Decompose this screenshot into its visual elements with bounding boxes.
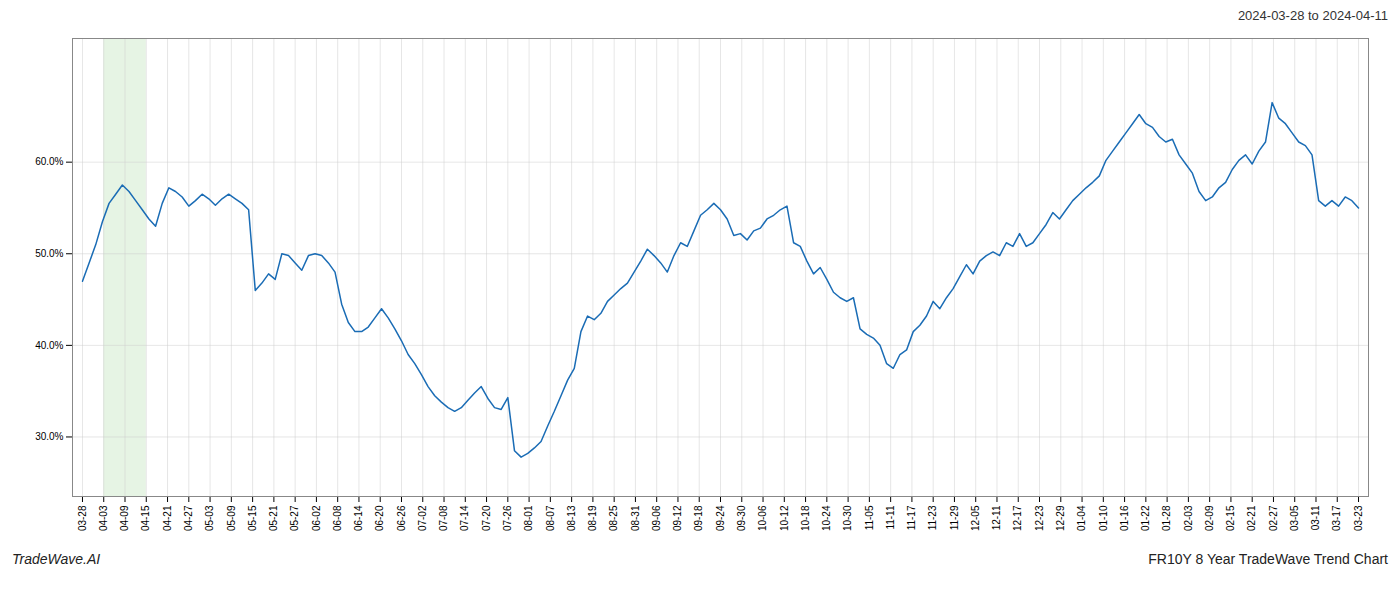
svg-text:04-09: 04-09 [119, 505, 130, 531]
svg-text:03-17: 03-17 [1331, 505, 1342, 531]
svg-text:04-21: 04-21 [162, 505, 173, 531]
svg-text:12-05: 12-05 [970, 505, 981, 531]
svg-text:60.0%: 60.0% [35, 156, 63, 167]
svg-text:08-13: 08-13 [566, 505, 577, 531]
svg-text:12-23: 12-23 [1034, 505, 1045, 531]
svg-text:11-11: 11-11 [885, 505, 896, 530]
svg-text:07-02: 07-02 [417, 505, 428, 531]
svg-text:08-01: 08-01 [523, 505, 534, 531]
svg-text:10-06: 10-06 [757, 505, 768, 531]
svg-text:06-08: 06-08 [332, 505, 343, 531]
svg-text:04-03: 04-03 [98, 505, 109, 531]
svg-text:01-16: 01-16 [1119, 505, 1130, 531]
svg-text:05-03: 05-03 [204, 505, 215, 531]
svg-text:10-18: 10-18 [800, 505, 811, 531]
svg-text:08-19: 08-19 [587, 505, 598, 531]
svg-text:07-14: 07-14 [459, 505, 470, 531]
svg-text:12-11: 12-11 [991, 505, 1002, 530]
svg-text:11-29: 11-29 [949, 505, 960, 530]
svg-text:03-28: 03-28 [77, 505, 88, 531]
svg-text:10-24: 10-24 [821, 505, 832, 531]
svg-text:05-15: 05-15 [247, 505, 258, 531]
svg-text:02-21: 02-21 [1246, 505, 1257, 531]
svg-text:09-18: 09-18 [693, 505, 704, 531]
svg-text:11-17: 11-17 [906, 505, 917, 530]
svg-text:03-05: 03-05 [1289, 505, 1300, 531]
svg-text:11-23: 11-23 [927, 505, 938, 530]
svg-text:04-15: 04-15 [140, 505, 151, 531]
svg-text:12-29: 12-29 [1055, 505, 1066, 531]
svg-text:01-10: 01-10 [1098, 505, 1109, 531]
svg-text:09-12: 09-12 [672, 505, 683, 531]
svg-text:02-15: 02-15 [1225, 505, 1236, 531]
svg-text:09-06: 09-06 [651, 505, 662, 531]
svg-text:05-09: 05-09 [226, 505, 237, 531]
svg-text:09-24: 09-24 [715, 505, 726, 531]
svg-text:08-07: 08-07 [545, 505, 556, 531]
svg-text:04-27: 04-27 [183, 505, 194, 531]
svg-text:12-17: 12-17 [1012, 505, 1023, 531]
svg-text:08-31: 08-31 [630, 505, 641, 531]
html-text:2024-03-28 to 2024-04-11: 2024-03-28 to 2024-04-11 [1237, 8, 1388, 23]
svg-text:07-08: 07-08 [438, 505, 449, 531]
svg-text:08-25: 08-25 [608, 505, 619, 531]
svg-text:10-30: 10-30 [842, 505, 853, 531]
svg-text:05-27: 05-27 [289, 505, 300, 531]
svg-text:05-21: 05-21 [268, 505, 279, 531]
svg-text:06-26: 06-26 [396, 505, 407, 531]
svg-text:02-03: 02-03 [1183, 505, 1194, 531]
svg-text:06-14: 06-14 [353, 505, 364, 531]
svg-text:07-20: 07-20 [481, 505, 492, 531]
svg-text:09-30: 09-30 [736, 505, 747, 531]
html-text:TradeWave.AI: TradeWave.AI [12, 551, 101, 567]
svg-text:03-23: 03-23 [1353, 505, 1364, 531]
svg-text:01-04: 01-04 [1076, 505, 1087, 531]
svg-text:06-20: 06-20 [374, 505, 385, 531]
svg-text:50.0%: 50.0% [35, 248, 63, 259]
svg-text:06-02: 06-02 [311, 505, 322, 531]
svg-text:11-05: 11-05 [864, 505, 875, 530]
svg-text:03-11: 03-11 [1310, 505, 1321, 530]
svg-text:01-22: 01-22 [1140, 505, 1151, 531]
svg-text:40.0%: 40.0% [35, 340, 63, 351]
svg-text:01-28: 01-28 [1161, 505, 1172, 531]
html-text:FR10Y 8 Year TradeWave Trend C: FR10Y 8 Year TradeWave Trend Chart [1148, 551, 1388, 567]
svg-text:02-27: 02-27 [1268, 505, 1279, 531]
svg-text:10-12: 10-12 [779, 505, 790, 531]
svg-text:07-26: 07-26 [502, 505, 513, 531]
svg-text:02-09: 02-09 [1204, 505, 1215, 531]
svg-text:30.0%: 30.0% [35, 431, 63, 442]
